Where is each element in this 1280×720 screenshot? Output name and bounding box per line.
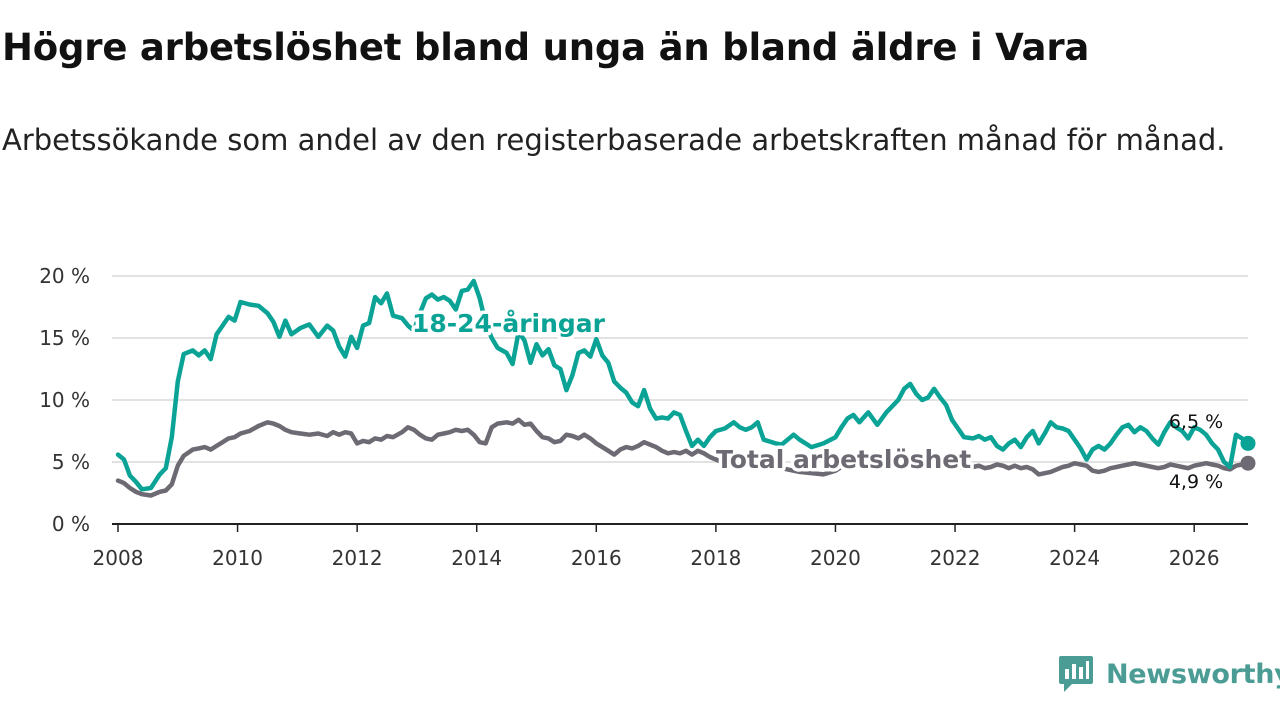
x-tick-label: 2026: [1169, 546, 1220, 570]
x-axis-ticks: 2008 2010 2012 2014 2016 2018 2020 2022 2024 2026: [93, 524, 1220, 570]
x-tick-label: 2024: [1049, 546, 1100, 570]
series-label-total: Total arbetslöshet: [716, 445, 971, 474]
chart-subtitle: Arbetssökande som andel av den registerb…: [2, 123, 1226, 157]
series-end-dot-total: [1240, 455, 1256, 471]
newsworthy-brand: Newsworthy: [1058, 654, 1280, 694]
x-tick-label: 2012: [332, 546, 383, 570]
x-tick-label: 2008: [93, 546, 144, 570]
end-label-total: 4,9 %: [1169, 471, 1223, 493]
x-tick-label: 2018: [690, 546, 741, 570]
x-tick-label: 2010: [212, 546, 263, 570]
series-label-total-halo: Total arbetslöshet: [716, 445, 971, 474]
y-tick-label: 20 %: [39, 264, 90, 288]
brand-name: Newsworthy: [1106, 658, 1280, 690]
chart-title: Högre arbetslöshet bland unga än bland ä…: [2, 26, 1090, 69]
series-line-youth: [115, 278, 1251, 492]
series: [115, 278, 1256, 498]
series-label-youth-halo: 18-24-åringar: [412, 309, 606, 338]
x-tick-label: 2016: [571, 546, 622, 570]
newsworthy-logo-icon: [1059, 656, 1093, 692]
y-tick-label: 10 %: [39, 388, 90, 412]
series-end-dot-youth: [1240, 435, 1256, 451]
x-tick-label: 2022: [930, 546, 981, 570]
y-tick-label: 0 %: [52, 512, 90, 536]
series-line-total: [115, 417, 1251, 498]
y-axis-ticks: 0 % 5 % 10 % 15 % 20 %: [39, 264, 90, 536]
gridlines: [112, 275, 1248, 525]
series-label-youth: 18-24-åringar: [412, 309, 606, 338]
x-tick-label: 2014: [451, 546, 502, 570]
y-tick-label: 5 %: [52, 450, 90, 474]
y-tick-label: 15 %: [39, 326, 90, 350]
end-label-youth: 6,5 %: [1169, 411, 1223, 433]
x-tick-label: 2020: [810, 546, 861, 570]
